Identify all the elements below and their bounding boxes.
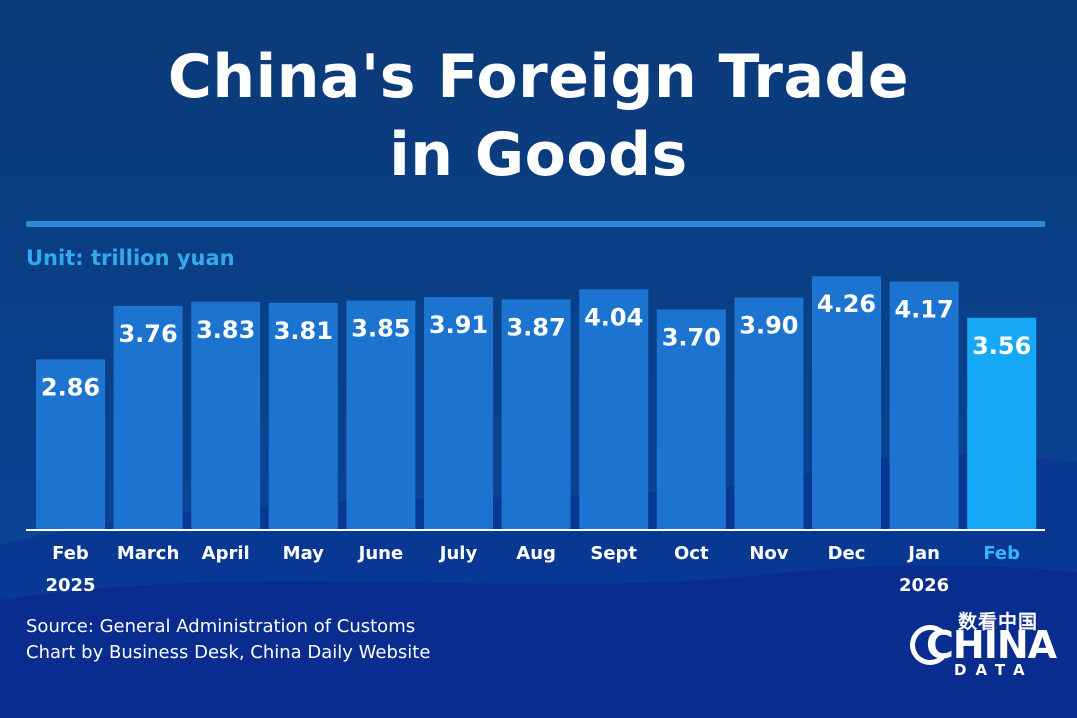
unit-label: Unit: trillion yuan <box>26 246 235 270</box>
data-label: 4.17 <box>894 296 953 324</box>
x-tick-label: July <box>438 543 478 564</box>
chart-title: China's Foreign Trade in Goods <box>0 38 1077 194</box>
chart-title-line-1: China's Foreign Trade <box>167 42 910 112</box>
logo-ring-icon <box>910 625 950 665</box>
x-tick-label: Nov <box>749 543 788 564</box>
logo-main-text: CHINA <box>926 623 1057 667</box>
x-tick-label: 2025 <box>45 575 95 596</box>
data-label: 3.91 <box>429 311 488 339</box>
x-tick-label: Feb <box>983 543 1020 564</box>
title-divider <box>26 221 1045 227</box>
bar <box>346 300 416 529</box>
data-label: 3.70 <box>662 323 721 351</box>
bar <box>656 309 726 529</box>
data-label: 3.76 <box>118 320 177 348</box>
data-label: 3.87 <box>506 313 565 341</box>
bar <box>812 276 881 529</box>
data-label: 4.26 <box>817 290 876 318</box>
x-tick-label: Feb <box>52 543 89 564</box>
bar <box>579 289 649 529</box>
x-tick-label: 2026 <box>899 575 949 596</box>
bar <box>889 281 959 529</box>
logo-sub-text: DATA <box>954 661 1034 679</box>
data-label: 2.86 <box>41 373 100 401</box>
bar <box>424 297 493 529</box>
x-tick-label: April <box>202 543 250 564</box>
bar <box>734 297 804 529</box>
x-tick-label: Sept <box>590 543 637 564</box>
bar <box>113 305 183 529</box>
bar <box>967 317 1037 529</box>
x-tick-label: May <box>283 543 325 564</box>
chart-title-line-2: in Goods <box>389 120 688 190</box>
bar <box>191 301 261 529</box>
data-label: 3.85 <box>351 315 410 343</box>
x-tick-label: Dec <box>828 543 866 564</box>
x-tick-label: Oct <box>674 543 709 564</box>
bar <box>36 359 105 529</box>
source-line: Source: General Administration of Custom… <box>26 616 416 637</box>
x-tick-label: June <box>357 543 404 564</box>
data-label: 3.90 <box>739 312 798 340</box>
data-label: 3.56 <box>972 332 1031 360</box>
x-tick-label: Aug <box>516 543 556 564</box>
data-label: 4.04 <box>584 303 643 331</box>
china-data-logo: 数看中国 CHINA DATA <box>910 603 1057 683</box>
logo-top-text: 数看中国 <box>958 611 1039 633</box>
credit-line: Chart by Business Desk, China Daily Webs… <box>26 642 431 663</box>
x-tick-label: March <box>117 543 179 564</box>
bar <box>268 302 338 529</box>
data-label: 3.81 <box>274 317 333 345</box>
x-tick-label: Jan <box>906 543 940 564</box>
source-note: Source: General Administration of Custom… <box>26 614 430 666</box>
data-label: 3.83 <box>196 316 255 344</box>
bar <box>501 299 571 529</box>
